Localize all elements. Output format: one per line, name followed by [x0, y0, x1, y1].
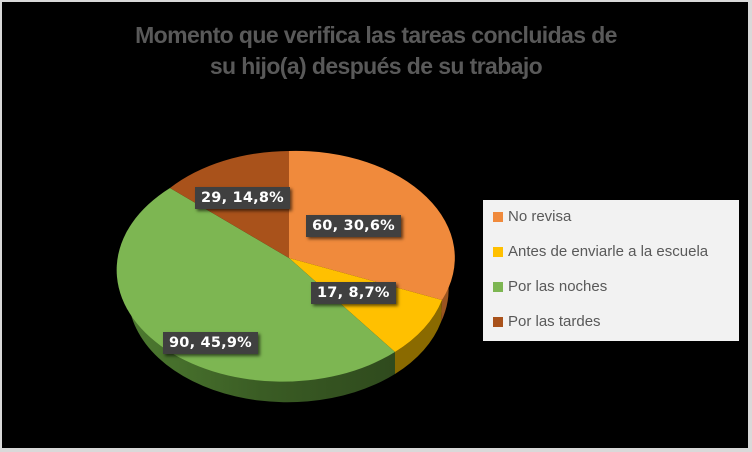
legend-item-no-revisa: No revisa — [493, 208, 571, 225]
legend-label: Por las noches — [508, 278, 608, 295]
legend-label: No revisa — [508, 208, 572, 225]
legend-item-antes-escuela: Antes de enviarle a la escuela — [493, 243, 708, 260]
pie-side-walls — [128, 258, 449, 403]
data-label-antes-escuela: 17, 8,7% — [311, 282, 396, 304]
legend-item-por-las-tardes: Por las tardes — [493, 313, 601, 330]
data-label-no-revisa: 60, 30,6% — [306, 215, 401, 237]
legend-swatch-icon — [493, 246, 503, 257]
data-label-por-las-noches: 90, 45,9% — [163, 332, 258, 354]
legend-label: Por las tardes — [508, 313, 601, 330]
legend-swatch-icon — [493, 316, 503, 327]
legend-swatch-icon — [493, 211, 503, 222]
legend-label: Antes de enviarle a la escuela — [508, 243, 709, 260]
slice-antes-escuela — [289, 258, 442, 352]
legend-item-por-las-noches: Por las noches — [493, 278, 607, 295]
data-label-por-las-tardes: 29, 14,8% — [195, 187, 290, 209]
legend: No revisa Antes de enviarle a la escuela… — [483, 200, 739, 341]
chart-title-line-1: Momento que verifica las tareas concluid… — [135, 22, 617, 48]
chart-title-line-2: su hijo(a) después de su trabajo — [209, 53, 543, 79]
legend-swatch-icon — [493, 281, 503, 292]
chart-title: Momento que verifica las tareas concluid… — [0, 20, 752, 82]
